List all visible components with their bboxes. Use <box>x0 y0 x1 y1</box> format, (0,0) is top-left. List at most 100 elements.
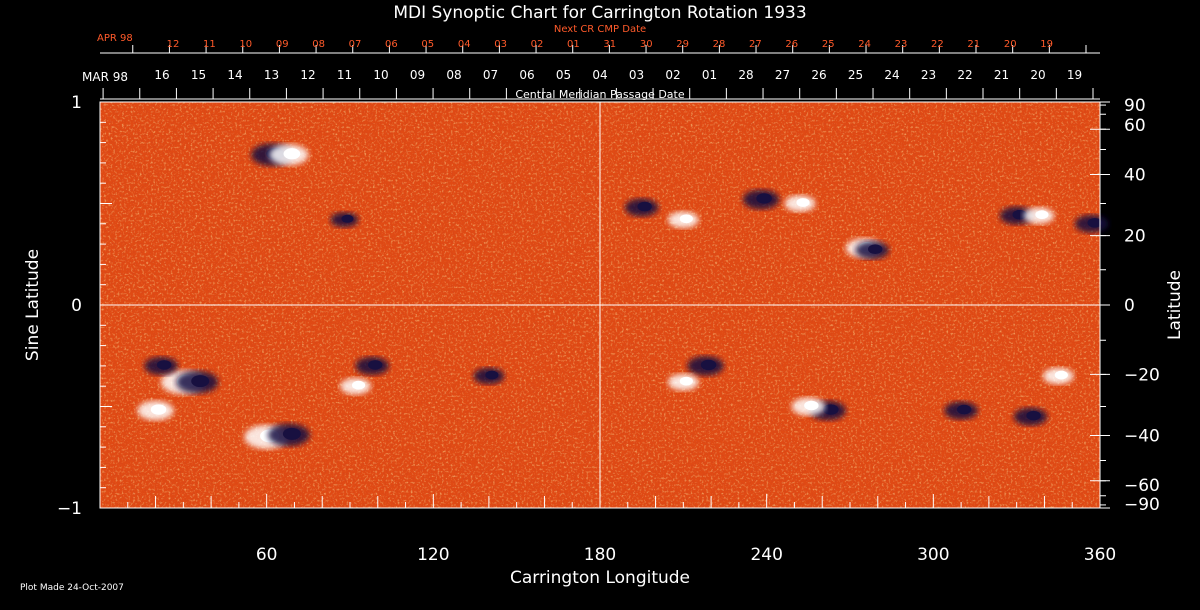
cmp-date-label: 21 <box>994 68 1009 82</box>
chart-title: MDI Synoptic Chart for Carrington Rotati… <box>393 3 806 23</box>
active-region-core <box>1035 210 1049 220</box>
y-right-tick-label: 40 <box>1124 166 1146 186</box>
next-cmp-date-label: 04 <box>458 39 471 50</box>
active-region-core <box>700 359 717 371</box>
next-cmp-date-label: 26 <box>785 39 798 50</box>
next-cmp-date-label: 21 <box>967 39 980 50</box>
next-cmp-date-label: 03 <box>494 39 507 50</box>
active-region-core <box>1054 370 1068 380</box>
next-cmp-axis-label: Next CR CMP Date <box>554 24 646 35</box>
next-cmp-date-label: 06 <box>385 39 398 50</box>
cmp-date-label: 16 <box>154 68 169 82</box>
next-cmp-date-label: 28 <box>713 39 726 50</box>
active-region-core <box>679 376 693 386</box>
active-region-core <box>1012 209 1027 220</box>
next-cmp-date-label: 05 <box>421 39 434 50</box>
cmp-date-label: 11 <box>337 68 352 82</box>
cmp-date-label: 13 <box>264 68 279 82</box>
y-right-tick-label: −20 <box>1124 365 1160 385</box>
x-tick-label: 180 <box>584 545 616 565</box>
cmp-date-label: 03 <box>629 68 644 82</box>
next-cmp-date-label: 23 <box>895 39 908 50</box>
cmp-axis-label: Central Meridian Passage Date <box>515 88 684 101</box>
active-region-core <box>637 201 652 212</box>
cmp-date-label: 04 <box>592 68 607 82</box>
active-region-core <box>822 404 839 415</box>
y-right-tick-label: 20 <box>1124 227 1146 247</box>
active-region-core <box>868 244 883 254</box>
x-tick-label: 60 <box>256 545 278 565</box>
x-tick-label: 360 <box>1084 545 1116 565</box>
next-cmp-date-label: 02 <box>531 39 544 50</box>
cmp-date-label: 24 <box>884 68 899 82</box>
active-region-core <box>1026 410 1041 421</box>
y-right-tick-label: 0 <box>1124 296 1135 316</box>
x-axis: 60 120 180 240 300 360 <box>99 494 1116 565</box>
cmp-date-label: 15 <box>191 68 206 82</box>
next-cmp-date-label: 20 <box>1004 39 1017 50</box>
next-cmp-date-label: 07 <box>349 39 362 50</box>
next-cmp-date-label: 19 <box>1040 39 1053 50</box>
y-left-tick-label: 0 <box>71 296 82 316</box>
next-cmp-date-label: 27 <box>749 39 762 50</box>
cmp-date-label: 06 <box>519 68 534 82</box>
active-region-core <box>282 427 301 440</box>
x-tick-label: 120 <box>417 545 449 565</box>
x-axis-label: Carrington Longitude <box>510 568 690 588</box>
cmp-month-label: MAR 98 <box>82 70 128 84</box>
y-left-tick-label: 1 <box>71 93 82 113</box>
plot-made-note: Plot Made 24-Oct-2007 <box>20 583 124 593</box>
next-cmp-date-label: 30 <box>640 39 653 50</box>
active-region-core <box>485 370 499 380</box>
cmp-date-label: 25 <box>848 68 863 82</box>
next-cmp-date-label: 08 <box>312 39 325 50</box>
cmp-date-label: 10 <box>373 68 388 82</box>
next-cmp-date-label: 09 <box>276 39 289 50</box>
magnetogram-field <box>100 102 1109 508</box>
y-right-tick-label: 90 <box>1124 96 1146 116</box>
active-region-core <box>156 360 172 370</box>
active-region-core <box>1087 218 1102 228</box>
y-axis-left-label: Sine Latitude <box>23 249 43 361</box>
y-axis-right-label: Latitude <box>1165 270 1185 340</box>
cmp-date-label: 07 <box>483 68 498 82</box>
next-cmp-date-label: 10 <box>239 39 252 50</box>
cmp-date-label: 09 <box>410 68 425 82</box>
y-right-tick-label: −40 <box>1124 426 1160 446</box>
next-cmp-date-label: 11 <box>203 39 216 50</box>
y-right-tick-label: 60 <box>1124 116 1146 136</box>
active-region-core <box>150 404 167 415</box>
cmp-date-label: 08 <box>446 68 461 82</box>
active-region-core <box>341 214 354 223</box>
cmp-date-label: 14 <box>227 68 242 82</box>
cmp-date-label: 01 <box>702 68 717 82</box>
next-cmp-month-label: APR 98 <box>97 33 133 44</box>
cmp-date-ticks: 16 15 14 13 12 11 10 09 08 07 06 05 04 03 02 01 28 27 26 25… <box>102 68 1094 99</box>
cmp-date-label: 27 <box>775 68 790 82</box>
active-region-core <box>804 400 819 411</box>
cmp-date-label: 26 <box>811 68 826 82</box>
active-region-core <box>368 360 383 370</box>
cmp-date-label: 28 <box>738 68 753 82</box>
next-cmp-date-label: 29 <box>676 39 689 50</box>
active-region-core <box>679 214 693 224</box>
active-region-core <box>956 404 972 415</box>
next-cmp-date-label: 12 <box>167 39 180 50</box>
cmp-date-label: 19 <box>1067 68 1082 82</box>
next-cmp-date-label: 31 <box>603 39 616 50</box>
x-tick-label: 300 <box>917 545 949 565</box>
y-right-tick-label: −60 <box>1124 476 1160 496</box>
cmp-date-label: 23 <box>921 68 936 82</box>
y-left-tick-label: −1 <box>57 499 82 519</box>
active-region-core <box>191 375 210 388</box>
next-cmp-date-label: 25 <box>822 39 835 50</box>
cmp-date-label: 12 <box>300 68 315 82</box>
active-region-core <box>283 148 301 160</box>
active-region-core <box>351 380 366 390</box>
active-region-core <box>756 193 772 204</box>
next-cmp-date-label: 24 <box>858 39 871 50</box>
x-tick-label: 240 <box>750 545 782 565</box>
cmp-date-label: 22 <box>957 68 972 82</box>
